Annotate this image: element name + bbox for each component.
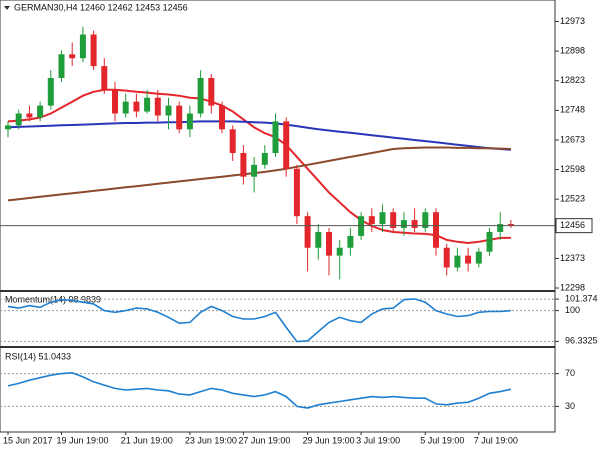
y-tick-label: 12748 <box>560 105 585 115</box>
candle-body <box>47 77 54 106</box>
candle-body <box>26 113 33 118</box>
indicator-line <box>7 298 511 343</box>
y-tick-label: 100 <box>565 305 580 315</box>
candle-body <box>219 105 225 130</box>
candle-body <box>133 101 140 112</box>
y-tick-label: 96.3325 <box>565 336 598 346</box>
candle-body <box>283 121 290 169</box>
x-tick-label: 27 Jun 19:00 <box>238 435 290 445</box>
candle-body <box>475 251 482 264</box>
y-tick-label: 12973 <box>560 16 585 26</box>
x-tick-label: 7 Jul 19:00 <box>474 435 518 445</box>
candle-body <box>154 97 161 116</box>
candle-body <box>90 34 97 67</box>
y-tick-label: 12373 <box>560 253 585 263</box>
candle-body <box>465 255 472 264</box>
x-tick-label: 19 Jun 19:00 <box>57 435 109 445</box>
plot-frame <box>0 0 556 433</box>
y-tick-label: 30 <box>565 401 575 411</box>
candle-body <box>79 34 86 59</box>
candle-body <box>251 164 258 177</box>
candle-body <box>315 231 322 248</box>
y-tick-label: 70 <box>565 368 575 378</box>
candle-body <box>336 247 343 256</box>
candle-body <box>176 105 183 130</box>
candle-body <box>112 89 118 114</box>
y-tick-label: 12598 <box>560 164 585 174</box>
candle-body <box>122 101 129 114</box>
candle-body <box>165 105 172 116</box>
moving-average <box>7 88 511 245</box>
candle-body <box>368 216 375 225</box>
candle-body <box>186 113 193 130</box>
candle-body <box>272 121 279 153</box>
y-tick-label: 12673 <box>560 134 585 144</box>
y-tick-label: 12823 <box>560 75 585 85</box>
candle-body <box>411 220 418 229</box>
last-price-box <box>555 218 593 234</box>
y-tick-label: 12523 <box>560 194 585 204</box>
candle-body <box>433 212 439 248</box>
indicator-line <box>7 371 512 409</box>
last-price-label: 12456 <box>560 220 585 230</box>
y-tick-label: 101.374 <box>565 293 598 303</box>
y-tick-label: 12298 <box>560 282 585 292</box>
x-tick-label: 5 Jul 19:00 <box>420 435 464 445</box>
candle-body <box>15 113 22 126</box>
candle-body <box>454 255 461 268</box>
candle-body <box>261 152 268 165</box>
candle-body <box>507 224 514 226</box>
candle-body <box>144 97 151 112</box>
candle-body <box>69 54 76 59</box>
candle-body <box>58 54 65 78</box>
y-tick-label: 12898 <box>560 45 585 55</box>
candle-body <box>197 77 204 114</box>
menu-arrow <box>4 6 10 10</box>
candle-body <box>304 216 311 248</box>
moving-average <box>7 146 511 202</box>
panel-title: RSI(14) 51.0433 <box>5 351 71 361</box>
x-tick-label: 3 Jul 19:00 <box>356 435 400 445</box>
x-tick-label: 29 Jun 19:00 <box>303 435 355 445</box>
candle-body <box>37 105 44 118</box>
candle-body <box>443 247 450 268</box>
candle-body <box>347 235 354 248</box>
moving-average <box>7 120 511 151</box>
candle-body <box>390 212 397 229</box>
candle-body <box>379 212 386 225</box>
candle-body <box>326 231 332 256</box>
candle-body <box>486 231 493 252</box>
chart-title: GERMAN30,H4 12460 12462 12453 12456 <box>14 2 188 12</box>
candle-body <box>400 220 407 229</box>
candle-body <box>240 152 247 177</box>
candle-body <box>293 168 300 217</box>
x-tick-label: 23 Jun 19:00 <box>185 435 237 445</box>
candle-body <box>497 224 504 232</box>
candle-body <box>5 125 11 130</box>
candle-body <box>208 77 215 106</box>
x-tick-label: 21 Jun 19:00 <box>121 435 173 445</box>
candle-body <box>229 129 236 153</box>
candle-body <box>101 66 108 90</box>
candle-body <box>422 212 429 229</box>
x-tick-label: 15 Jun 2017 <box>3 435 53 445</box>
